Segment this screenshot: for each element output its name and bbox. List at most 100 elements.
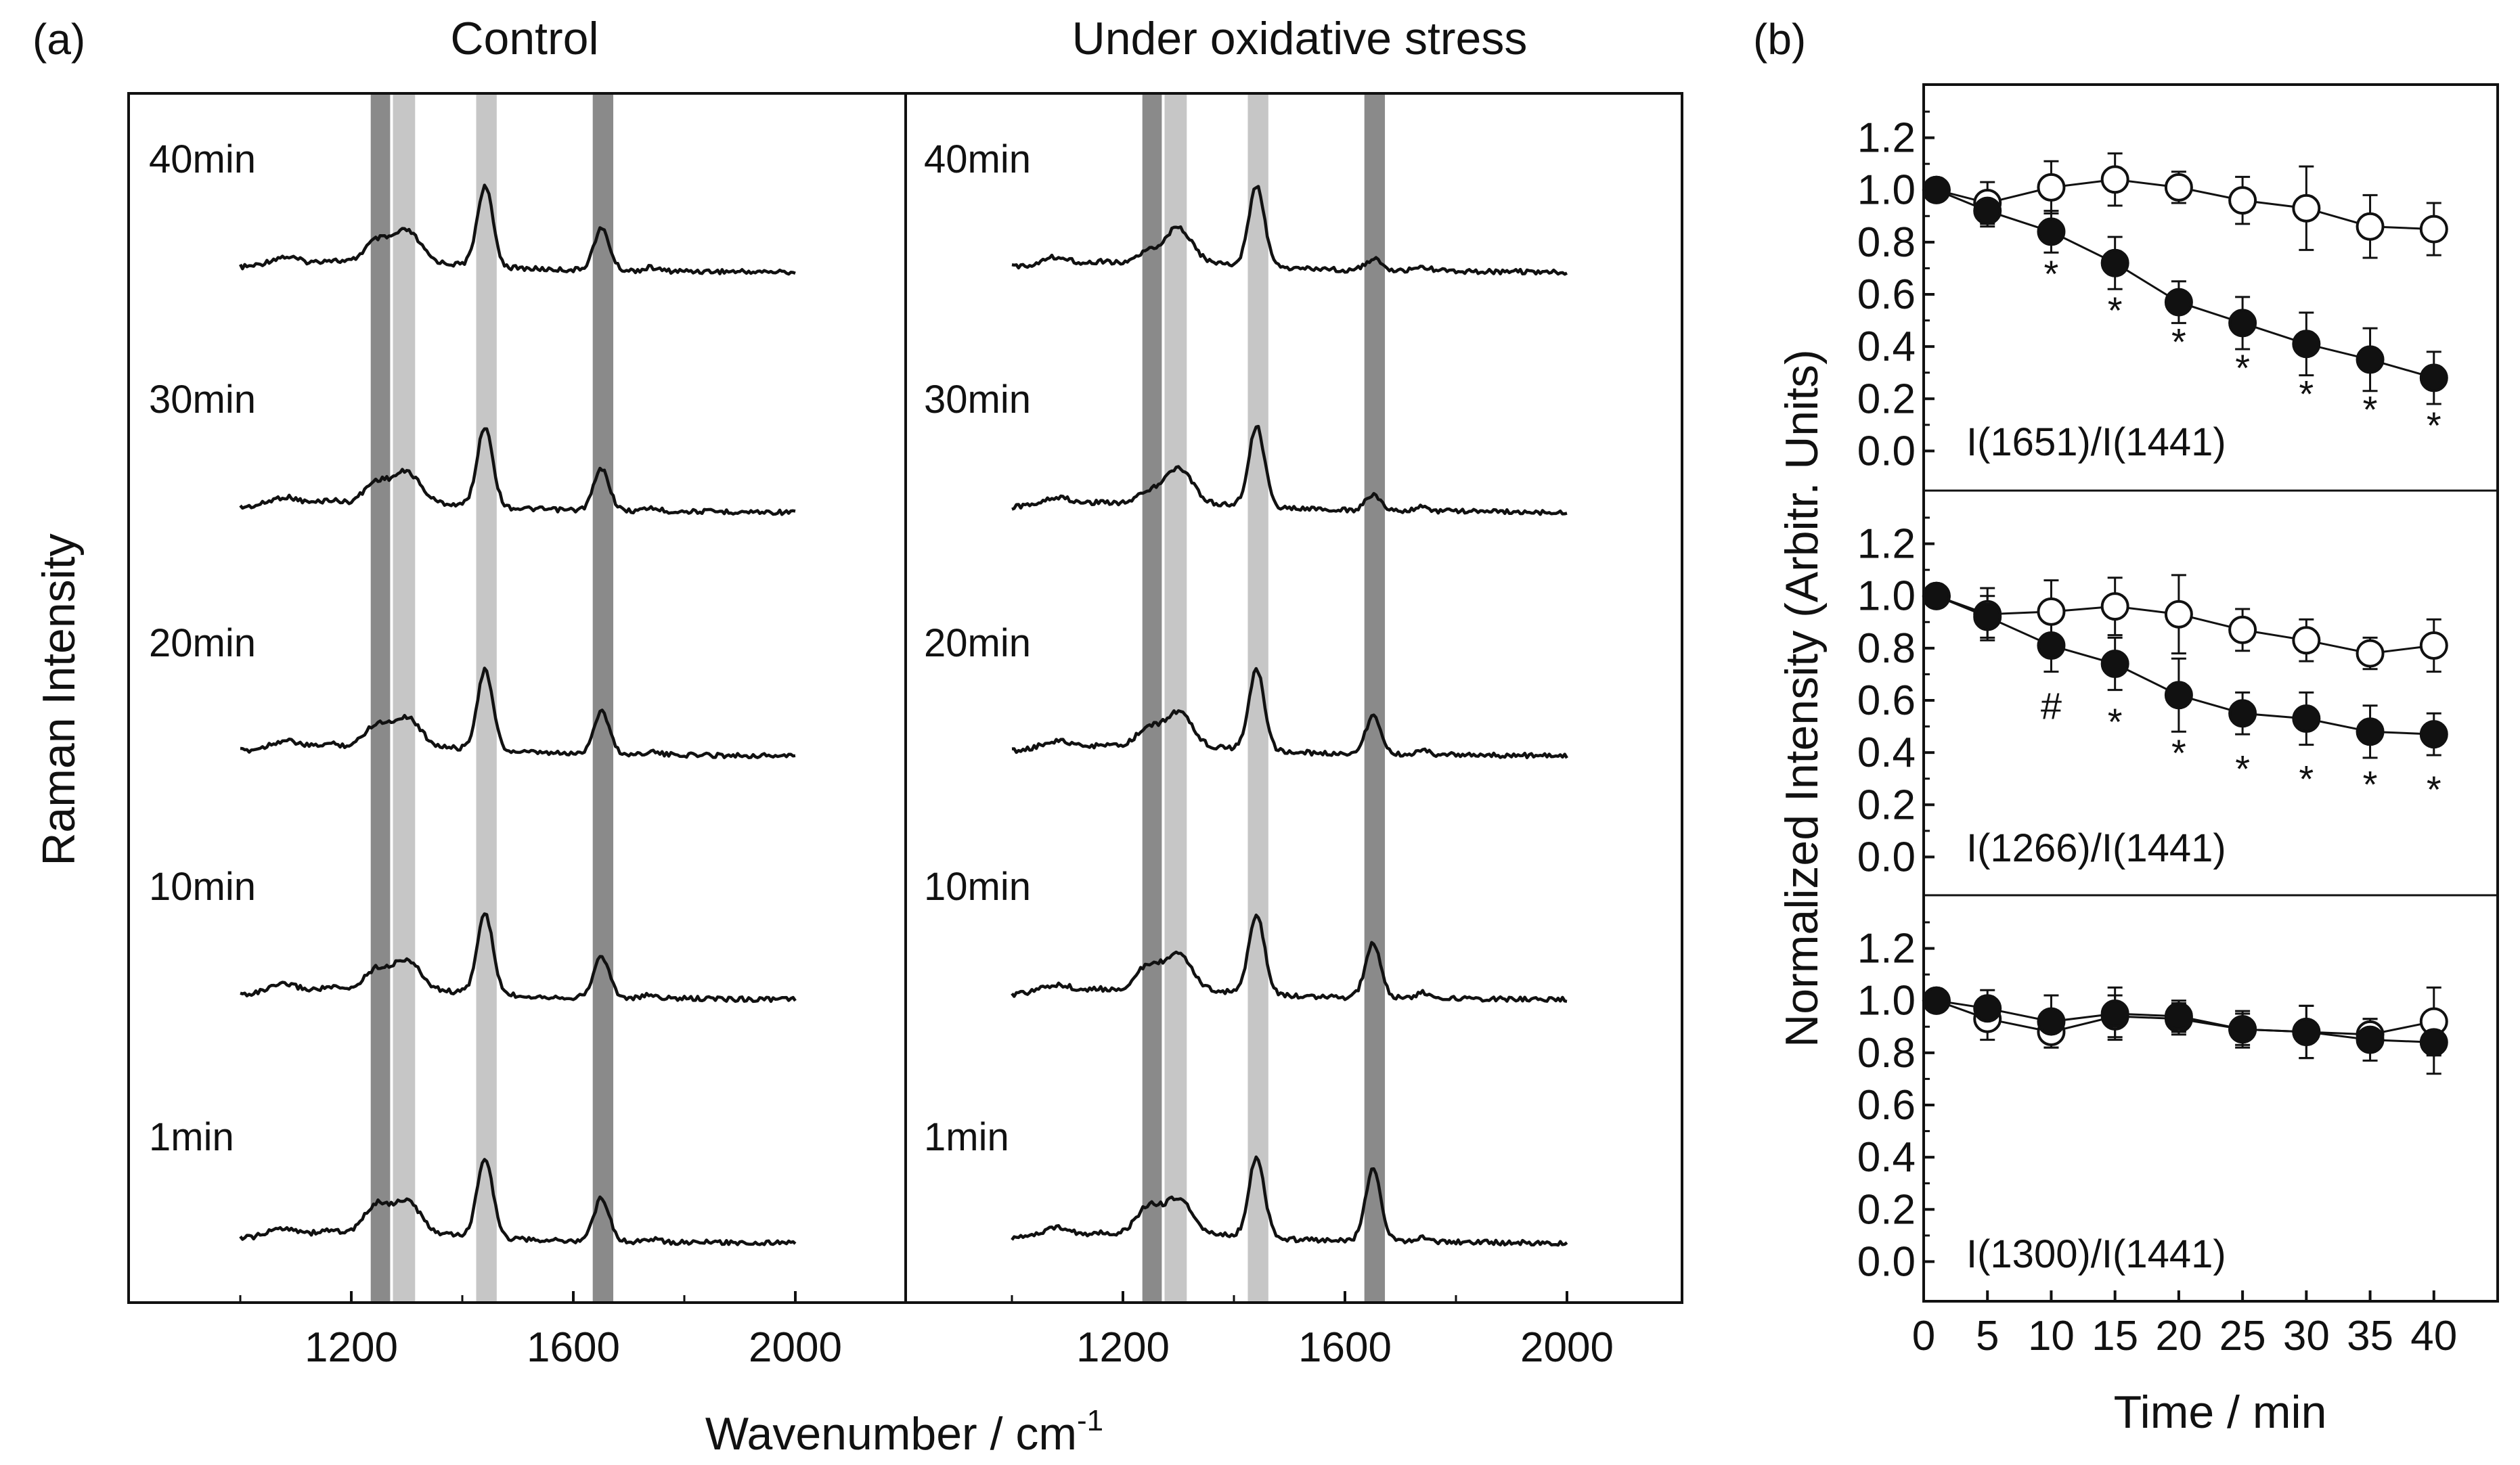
spectrum-control-30min (239, 427, 796, 516)
significance-marker-1-t30: * (2299, 373, 2314, 415)
data-point-stress-2-t25 (2228, 699, 2257, 728)
data-point-stress-2-t15 (2100, 650, 2129, 678)
trace-label-stress-20min: 20min (924, 621, 1031, 665)
spectrum-stress-20min (1011, 667, 1568, 759)
ratio-x-tick-label: 15 (2092, 1313, 2138, 1359)
ratio-x-tick-label: 30 (2283, 1313, 2330, 1359)
data-point-stress-1-t20 (2164, 288, 2193, 317)
data-point-stress-2-t10 (2037, 631, 2066, 660)
spectrum-control-40min (239, 183, 796, 276)
trace-labels: 40min 30min 20min 10min 1min 40min 30min 20min 1… (149, 137, 1031, 1159)
highlight-band-2-2 (1164, 95, 1187, 1301)
spectrum-control-1min (239, 1158, 797, 1246)
ratio-y-tick-label: 0.2 (1857, 1186, 1916, 1233)
ratio-x-axis: 0 5 10 15 20 25 30 35 40 (1912, 1290, 2457, 1359)
trace-label-control-40min: 40min (149, 137, 256, 181)
oxidative-stress-title: Under oxidative stress (1072, 13, 1528, 64)
spectra-x-tick-label: 2000 (749, 1324, 842, 1371)
data-point-control-1-t40 (2419, 215, 2448, 244)
spectrum-control-10min (240, 912, 797, 1004)
data-point-control-2-t40 (2419, 631, 2448, 660)
data-point-stress-1-t10 (2037, 217, 2066, 246)
raman-intensity-axis-label: Raman Intensity (33, 533, 85, 865)
data-point-stress-1-t25 (2228, 309, 2257, 338)
ratio-y-tick-label: 1.0 (1857, 573, 1916, 620)
data-point-stress-3-t35 (2356, 1025, 2385, 1054)
panel-a-label: (a) (32, 15, 85, 64)
spectra-x-axis-ticks: 1200 1600 2000 1200 1600 2000 (239, 1291, 1614, 1371)
highlight-band-1-1 (370, 95, 391, 1301)
trace-label-control-30min: 30min (149, 378, 256, 422)
ratio-y-tick-label: 0.0 (1857, 428, 1916, 474)
significance-marker-1-t20: * (2171, 320, 2186, 363)
significance-marker-2-t20: * (2171, 731, 2186, 774)
ratio-y-tick-label: 0.6 (1857, 677, 1916, 724)
data-point-stress-1-t15 (2100, 248, 2129, 277)
wavenumber-label-main: Wavenumber / cm (705, 1408, 1077, 1460)
ratio-y-tick-label: 0.2 (1857, 376, 1916, 422)
wavenumber-label-sup: -1 (1077, 1404, 1103, 1437)
data-point-control-1-t35 (2356, 212, 2385, 241)
highlight-band-1-2 (393, 95, 416, 1301)
ratio-y-tick-label: 0.0 (1857, 1238, 1916, 1285)
ratio-y-tick-label: 0.8 (1857, 1030, 1916, 1077)
spectra-x-tick-label: 2000 (1520, 1324, 1614, 1371)
significance-marker-1-t35: * (2363, 388, 2378, 431)
ratio-y-tick-label: 1.2 (1857, 521, 1916, 568)
ratio-y-tick-label: 0.8 (1857, 219, 1916, 266)
significance-marker-2-t15: * (2108, 700, 2123, 743)
ratio-y-tick-label: 0.6 (1857, 1082, 1916, 1129)
ratio-y-axis: 0.0 0.2 0.4 0.6 0.8 1.0 1.2 0.0 0.2 0.4 0.6 0.8 1.0 1… (1857, 110, 1935, 1285)
data-point-stress-3-t25 (2228, 1015, 2257, 1044)
ratio-y-tick-label: 0.8 (1857, 625, 1916, 672)
ratio-x-tick-label: 35 (2347, 1313, 2393, 1359)
spectra-x-tick-label: 1600 (527, 1324, 620, 1371)
data-point-control-1-t30 (2292, 194, 2321, 223)
ratio-x-tick-label: 5 (1976, 1313, 1999, 1359)
ratio-y-tick-label: 1.0 (1857, 167, 1916, 214)
data-point-stress-3-t30 (2292, 1018, 2321, 1046)
data-point-stress-1-t40 (2419, 363, 2448, 392)
highlight-band-2-1 (1142, 95, 1162, 1301)
data-point-stress-3-t5 (1973, 994, 2002, 1023)
ratio-x-tick-label: 40 (2410, 1313, 2457, 1359)
trace-label-stress-30min: 30min (924, 378, 1031, 422)
ratio-y-tick-label: 0.4 (1857, 1134, 1916, 1181)
significance-marker-2-t10: # (2041, 685, 2062, 727)
time-axis-label: Time / min (2114, 1387, 2327, 1438)
ratio-x-tick-label: 20 (2155, 1313, 2202, 1359)
ratio-y-tick-label: 0.0 (1857, 834, 1916, 880)
data-point-control-2-t25 (2228, 615, 2257, 644)
trace-label-control-1min: 1min (149, 1115, 234, 1159)
ratio-label-1651: I(1651)/I(1441) (1966, 420, 2226, 464)
spectrum-stress-10min (1011, 914, 1568, 1004)
significance-marker-2-t30: * (2299, 758, 2314, 801)
trace-label-stress-40min: 40min (924, 137, 1031, 181)
highlight-band-2-4 (1364, 95, 1386, 1301)
data-point-stress-3-t1 (1922, 986, 1951, 1015)
ratio-y-tick-label: 0.4 (1857, 729, 1916, 776)
significance-marker-2-t35: * (2363, 763, 2378, 805)
ratio-outer-frame (1922, 83, 2499, 1303)
trace-label-control-20min: 20min (149, 621, 256, 665)
significance-marker-1-t10: * (2044, 252, 2059, 295)
data-point-stress-2-t1 (1922, 581, 1951, 610)
ratio-y-tick-label: 0.2 (1857, 782, 1916, 828)
panel-b-label: (b) (1753, 15, 1806, 64)
data-point-stress-2-t40 (2419, 720, 2448, 749)
trace-label-control-10min: 10min (149, 865, 256, 909)
significance-marker-1-t15: * (2108, 289, 2123, 332)
ratio-plots: * * * * * * * # * * * * * * (1922, 152, 2448, 1075)
spectra-x-tick-label: 1200 (305, 1324, 398, 1371)
data-point-stress-3-t10 (2037, 1007, 2066, 1036)
significance-marker-1-t40: * (2427, 404, 2441, 447)
spectra-traces (239, 183, 1568, 1247)
data-point-stress-2-t5 (1973, 602, 2002, 631)
spectrum-stress-40min (1011, 185, 1568, 276)
ratio-panel-frames (1922, 83, 2499, 1303)
data-point-control-1-t20 (2164, 173, 2193, 202)
data-point-stress-2-t35 (2356, 717, 2385, 746)
spectra-right-frame (904, 92, 1683, 1304)
ratio-x-tick-label: 10 (2028, 1313, 2075, 1359)
